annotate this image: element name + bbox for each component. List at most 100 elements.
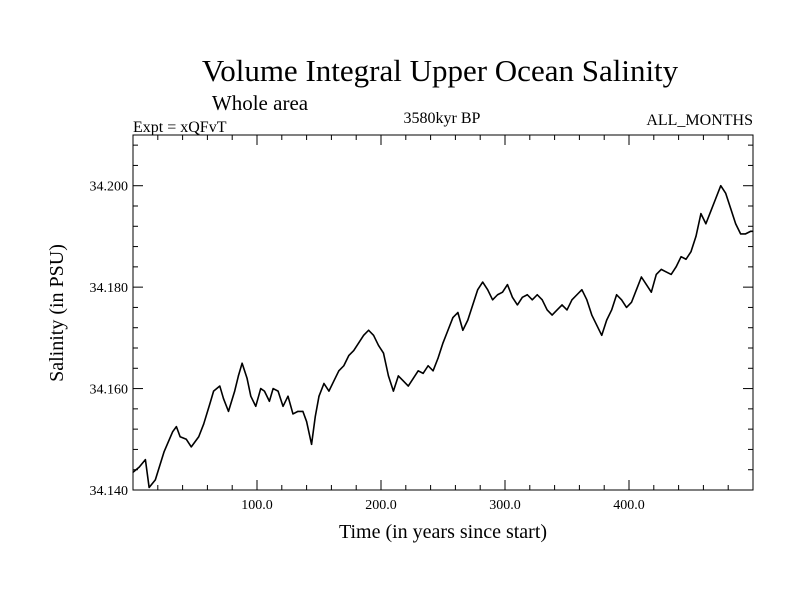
data-point	[314, 415, 316, 418]
data-point	[606, 319, 608, 321]
months-label: ALL_MONTHS	[646, 112, 753, 129]
data-point	[132, 471, 134, 473]
data-point	[148, 486, 150, 489]
data-point	[138, 466, 140, 468]
data-point	[665, 271, 667, 273]
data-point	[541, 299, 543, 301]
data-point	[586, 299, 588, 301]
data-point	[198, 436, 200, 438]
data-point	[323, 382, 325, 385]
data-point	[725, 192, 727, 194]
data-point	[297, 410, 299, 412]
x-tick-label: 100.0	[241, 498, 273, 513]
chart-title: Volume Integral Upper Ocean Salinity	[202, 53, 679, 88]
period-label: 3580kyr BP	[404, 110, 481, 127]
data-point	[477, 289, 479, 291]
data-point	[516, 304, 519, 306]
data-point	[482, 281, 484, 283]
data-point	[203, 423, 205, 425]
y-tick-label: 34.160	[90, 383, 129, 398]
data-point	[556, 309, 558, 311]
data-point	[521, 296, 523, 298]
data-point	[175, 426, 177, 428]
data-point	[407, 385, 409, 387]
data-point	[670, 273, 672, 276]
data-point	[343, 365, 345, 367]
data-point	[576, 294, 578, 296]
data-point	[338, 370, 340, 372]
data-point	[506, 284, 509, 286]
data-point	[467, 319, 469, 321]
data-point	[241, 362, 243, 364]
axis-ticks: 100.0 200.0 300.0 400.0 34.140 34.160 34.180 34…	[90, 135, 753, 513]
data-point	[227, 410, 230, 412]
data-point	[144, 458, 146, 461]
data-point	[526, 294, 528, 296]
data-point	[427, 365, 429, 367]
data-point	[213, 390, 215, 392]
data-point	[447, 329, 449, 331]
data-point	[255, 405, 257, 407]
data-point	[382, 352, 385, 354]
data-point	[710, 210, 712, 212]
y-tick-label: 34.200	[90, 180, 129, 195]
data-point	[237, 375, 239, 377]
data-point	[566, 309, 568, 311]
data-point	[501, 291, 504, 293]
data-point	[650, 291, 652, 293]
data-point	[368, 329, 370, 331]
data-point	[660, 268, 662, 270]
data-point	[432, 370, 434, 372]
data-point	[282, 405, 284, 407]
data-point	[680, 256, 682, 258]
data-point	[752, 230, 754, 232]
data-point	[412, 377, 414, 380]
data-point	[250, 395, 252, 397]
data-point	[333, 380, 335, 382]
data-point	[452, 316, 454, 319]
data-point	[358, 342, 360, 344]
data-point	[263, 390, 266, 392]
data-point	[442, 342, 444, 344]
data-point	[348, 355, 350, 357]
x-tick-label: 300.0	[489, 498, 521, 513]
data-point	[472, 304, 474, 306]
data-point	[392, 390, 394, 392]
data-point	[730, 207, 732, 210]
data-point	[620, 299, 623, 301]
data-point	[551, 314, 553, 316]
data-point	[222, 398, 225, 400]
data-point	[246, 377, 248, 380]
data-point	[611, 309, 613, 311]
data-point	[179, 436, 181, 438]
data-point	[306, 420, 308, 423]
data-point	[328, 390, 330, 392]
data-point	[268, 400, 270, 402]
data-point	[372, 334, 375, 336]
chart-subtitle: Whole area	[212, 91, 309, 115]
data-point	[705, 223, 707, 225]
data-point	[695, 235, 697, 238]
data-point	[655, 273, 657, 276]
data-point	[601, 334, 603, 336]
data-point	[260, 387, 262, 390]
data-point	[154, 479, 156, 481]
data-point	[630, 301, 633, 303]
data-point	[511, 296, 514, 298]
data-point	[685, 258, 687, 260]
data-point	[234, 390, 236, 392]
data-point	[740, 233, 742, 235]
y-tick-label: 34.180	[90, 281, 129, 296]
data-point	[457, 311, 459, 314]
data-point	[492, 299, 494, 301]
data-point	[219, 385, 221, 387]
data-point	[581, 289, 583, 291]
data-point	[287, 395, 289, 397]
data-point	[292, 413, 294, 415]
x-tick-label: 400.0	[613, 498, 645, 513]
data-point	[561, 304, 563, 306]
data-point	[616, 294, 618, 296]
data-point	[700, 213, 702, 215]
